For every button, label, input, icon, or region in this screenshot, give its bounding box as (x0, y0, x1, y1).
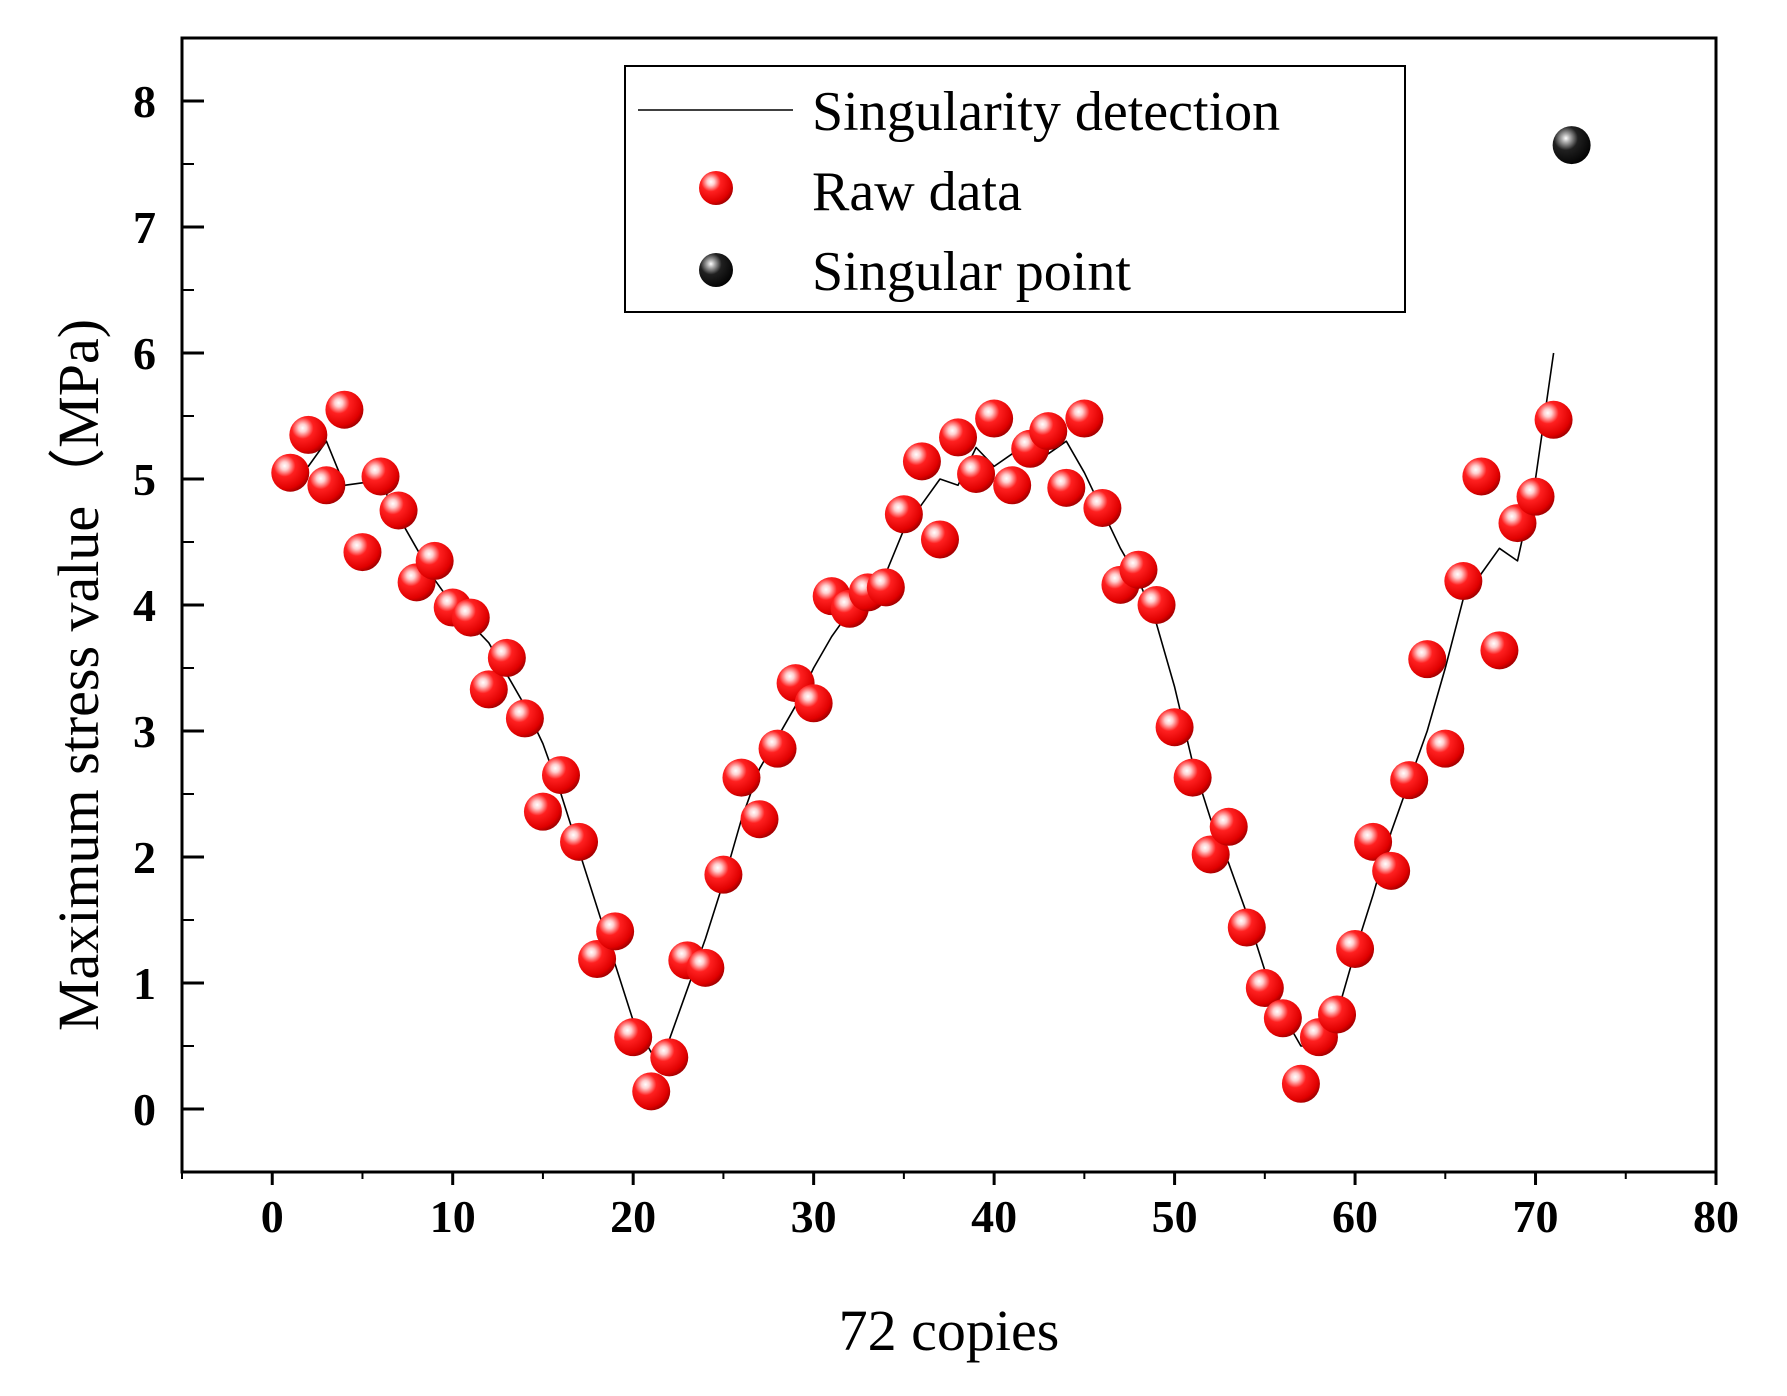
raw-data-point (975, 399, 1014, 438)
legend: Singularity detection Raw data Singular … (624, 65, 1406, 313)
x-tick-label: 40 (971, 1191, 1017, 1242)
raw-data-point (1390, 761, 1429, 800)
raw-data-point (704, 855, 743, 894)
raw-data-point (920, 520, 959, 559)
raw-data-point (1119, 550, 1158, 589)
raw-data-point (541, 756, 580, 795)
raw-data-point (1191, 835, 1230, 874)
x-tick-label: 50 (1152, 1191, 1198, 1242)
raw-data-point (794, 684, 833, 723)
y-tick-label: 1 (133, 958, 156, 1009)
raw-data-point (632, 1072, 671, 1111)
raw-data-point (1263, 999, 1302, 1038)
y-tick-label: 6 (133, 328, 156, 379)
raw-data-point (884, 495, 923, 534)
raw-data-point (1480, 631, 1519, 670)
raw-data-point (560, 822, 599, 861)
y-tick-label: 3 (133, 706, 156, 757)
raw-data-point (740, 800, 779, 839)
raw-data-point (578, 940, 617, 979)
raw-data-point (325, 390, 364, 429)
raw-data-point (1047, 468, 1086, 507)
x-axis-title: 72 copies (839, 1298, 1060, 1363)
raw-data-point (1444, 562, 1483, 601)
raw-data-point (758, 729, 797, 768)
legend-box (624, 65, 1406, 313)
raw-data-point (505, 699, 544, 738)
y-tick-label: 0 (133, 1084, 156, 1135)
raw-data-point (379, 491, 418, 530)
raw-data-point (1318, 995, 1357, 1034)
raw-data-point (1083, 488, 1122, 527)
x-tick-label: 60 (1332, 1191, 1378, 1242)
y-tick-label: 7 (133, 202, 156, 253)
raw-data-point (1354, 822, 1393, 861)
raw-data-point (1336, 929, 1375, 968)
raw-data-point (1029, 412, 1068, 451)
raw-data-point (902, 442, 941, 481)
raw-data-point (1209, 807, 1248, 846)
raw-data-point (289, 415, 328, 454)
x-tick-label: 0 (261, 1191, 284, 1242)
y-tick-label: 2 (133, 832, 156, 883)
raw-data-point (1372, 851, 1411, 890)
x-tick-label: 20 (610, 1191, 656, 1242)
raw-data-point (866, 568, 905, 607)
raw-data-point (307, 466, 346, 505)
raw-data-point (1227, 908, 1266, 947)
raw-data-point (939, 418, 978, 457)
y-axis-title: Maximum stress value（MPa) (46, 319, 111, 1031)
raw-data-point (1516, 477, 1555, 516)
raw-data-point (1245, 969, 1284, 1008)
legend-label-singular-point: Singular point (812, 241, 1131, 303)
raw-data-point (1426, 729, 1465, 768)
raw-data-point (1462, 457, 1501, 496)
singular-point (1552, 126, 1591, 165)
legend-label-raw-data: Raw data (812, 161, 1022, 223)
raw-data-point (1173, 758, 1212, 797)
raw-data-point (469, 670, 508, 709)
raw-data-point (1065, 399, 1104, 438)
raw-data-point (1408, 640, 1447, 679)
raw-data-point (1281, 1064, 1320, 1103)
x-tick-label: 10 (430, 1191, 476, 1242)
raw-data-point (686, 948, 725, 987)
x-tick-label: 30 (791, 1191, 837, 1242)
raw-data-point (1137, 586, 1176, 624)
raw-data-point (271, 453, 310, 492)
plot-frame (180, 36, 1718, 1174)
raw-data-point (361, 457, 400, 496)
x-tick-label: 80 (1693, 1191, 1739, 1242)
raw-data-point (614, 1018, 653, 1057)
raw-data-point (722, 758, 761, 797)
raw-data-point (650, 1038, 689, 1077)
raw-data-point (523, 792, 562, 831)
y-tick-label: 8 (133, 76, 156, 127)
raw-data-point (487, 638, 526, 677)
legend-singular-marker (699, 253, 733, 287)
raw-data-point (343, 533, 382, 572)
raw-data-point (596, 912, 635, 951)
raw-data-point (1534, 400, 1573, 439)
legend-raw-marker (699, 171, 733, 205)
raw-data-point (957, 454, 996, 493)
x-tick-label: 70 (1513, 1191, 1559, 1242)
plot-area (271, 126, 1591, 1111)
raw-data-point (451, 598, 490, 637)
tick-labels: 0 10 20 30 40 50 60 70 80 0 1 2 3 4 5 6 7 8 (133, 76, 1739, 1242)
y-tick-label: 4 (133, 580, 156, 631)
y-tick-label: 5 (133, 454, 156, 505)
raw-data-point (993, 466, 1032, 505)
raw-data-point (415, 541, 454, 580)
legend-label-singularity-detection: Singularity detection (812, 81, 1280, 143)
y-axis-title-group: Maximum stress value（MPa) (46, 319, 111, 1031)
raw-data-point (1155, 708, 1194, 747)
